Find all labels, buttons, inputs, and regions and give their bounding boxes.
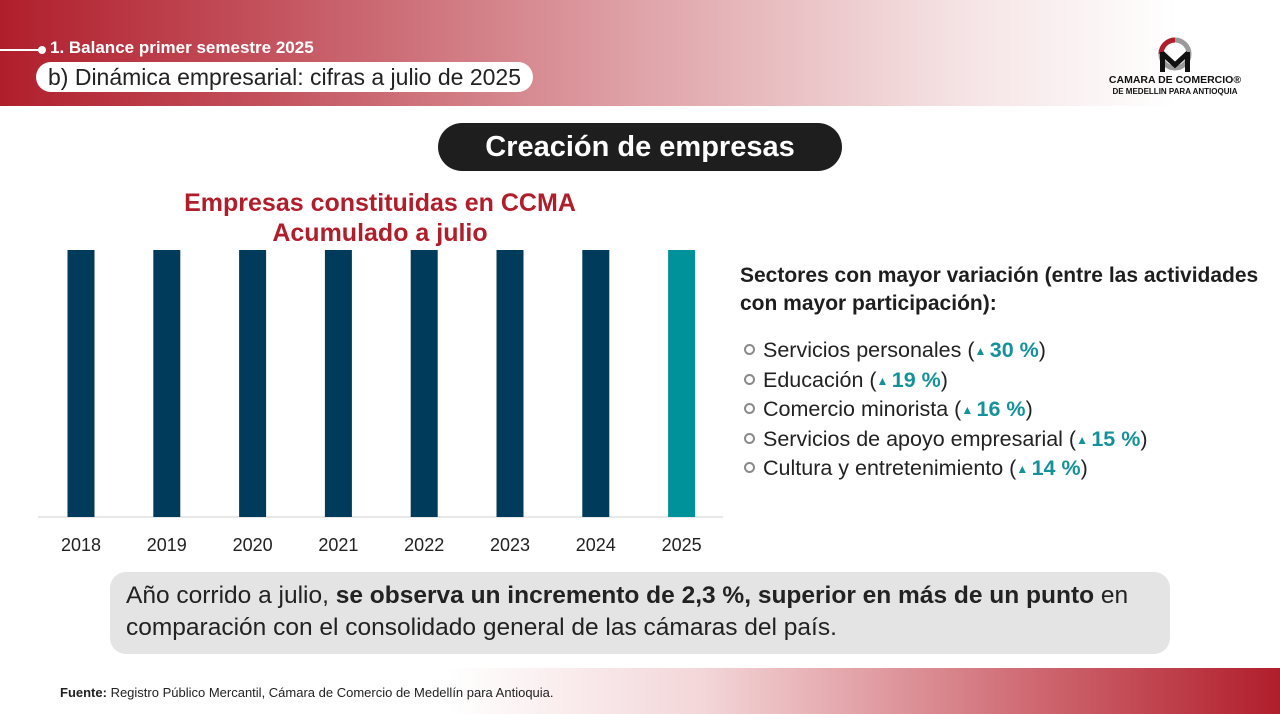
sector-pct: 16 % — [976, 397, 1026, 421]
header-dot — [38, 46, 46, 54]
chamber-logo: CAMARA DE COMERCIO® DE MEDELLIN PARA ANT… — [1100, 36, 1250, 102]
sector-close: ) — [1080, 456, 1088, 480]
sectors-title: Sectores con mayor variación (entre las … — [740, 264, 1259, 315]
sector-pct: 19 % — [891, 367, 941, 392]
x-tick-2025: 2025 — [662, 535, 702, 555]
sector-pct: 15 % — [1091, 426, 1141, 451]
bar-2018 — [67, 250, 95, 518]
callout-text-2: en comparación con el consolidado genera… — [126, 582, 1129, 641]
section-label: 1. Balance primer semestre 2025 — [50, 38, 314, 57]
x-tick-2021: 2021 — [318, 535, 358, 555]
sector-label: Educación ( — [763, 367, 877, 392]
sector-close: ) — [1025, 397, 1033, 421]
callout-text-1: Año corrido a julio, — [126, 582, 336, 609]
bar-2020 — [239, 250, 267, 517]
sector-item: Servicios personales (▲ 30 %) — [744, 336, 1148, 366]
sector-label: Cultura y entretenimiento ( — [763, 456, 1017, 480]
chamber-logo-icon — [1158, 37, 1192, 72]
bar-2025 — [668, 250, 696, 517]
main-title: Creación de empresas — [438, 123, 842, 171]
sector-pct: 14 % — [1031, 456, 1081, 480]
bullet-icon — [744, 462, 755, 473]
bullet-icon — [744, 373, 755, 385]
sector-item: Servicios de apoyo empresarial (▲ 15 %) — [744, 425, 1148, 455]
sector-close: ) — [1140, 426, 1148, 451]
bar-2021 — [324, 250, 352, 517]
sector-label: Comercio minorista ( — [763, 397, 962, 421]
up-arrow-icon: ▲ — [961, 403, 977, 417]
x-tick-2019: 2019 — [147, 535, 187, 555]
bar-2022 — [410, 250, 438, 517]
up-arrow-icon: ▲ — [974, 344, 990, 358]
footer-text: Registro Público Mercantil, Cámara de Co… — [106, 685, 554, 700]
bar-chart: 16.933201818.179201913.037202015.7292021… — [38, 250, 723, 555]
chart-subtitle: Acumulado a julio — [272, 219, 488, 247]
bar-2024 — [582, 250, 610, 517]
subtitle-pill: b) Dinámica empresarial: cifras a julio … — [36, 62, 533, 92]
footer-source: Fuente: Registro Público Mercantil, Cáma… — [60, 685, 554, 700]
sector-pct: 30 % — [989, 338, 1039, 362]
sector-close: ) — [940, 367, 948, 392]
x-tick-2024: 2024 — [576, 535, 616, 555]
bullet-icon — [744, 403, 755, 414]
sector-label: Servicios personales ( — [763, 338, 975, 362]
x-tick-2022: 2022 — [404, 535, 444, 555]
sector-item: Cultura y entretenimiento (▲ 14 %) — [744, 454, 1148, 484]
up-arrow-icon: ▲ — [1076, 432, 1092, 447]
logo-text-line1: CAMARA DE COMERCIO® — [1108, 74, 1242, 86]
x-tick-2020: 2020 — [233, 535, 273, 555]
callout-box: Año corrido a julio, se observa un incre… — [110, 572, 1170, 654]
sector-label: Servicios de apoyo empresarial ( — [763, 426, 1077, 451]
footer-band — [0, 668, 1280, 714]
logo-text-line2: DE MEDELLIN PARA ANTIOQUIA — [1112, 87, 1238, 96]
sector-close: ) — [1038, 338, 1046, 362]
bullet-icon — [744, 344, 755, 355]
sector-item: Comercio minorista (▲ 16 %) — [744, 395, 1148, 425]
chart-title-block: Empresas constituidas en CCMA Acumulado … — [80, 188, 680, 248]
header-rule — [0, 49, 42, 51]
bar-2023 — [496, 250, 524, 517]
bar-2019 — [153, 250, 181, 517]
x-tick-2018: 2018 — [61, 535, 101, 555]
up-arrow-icon: ▲ — [1016, 462, 1032, 476]
up-arrow-icon: ▲ — [876, 373, 892, 388]
footer-label: Fuente: — [60, 685, 107, 700]
sector-item: Educación (▲ 19 %) — [744, 366, 1148, 396]
sectors-list: Servicios personales (▲ 30 %) Educación (… — [744, 336, 1148, 484]
x-tick-2023: 2023 — [490, 535, 530, 555]
chart-title: Empresas constituidas en CCMA — [184, 189, 576, 217]
callout-text-bold: se observa un incremento de 2,3 %, super… — [335, 582, 1095, 609]
bullet-icon — [744, 432, 755, 444]
